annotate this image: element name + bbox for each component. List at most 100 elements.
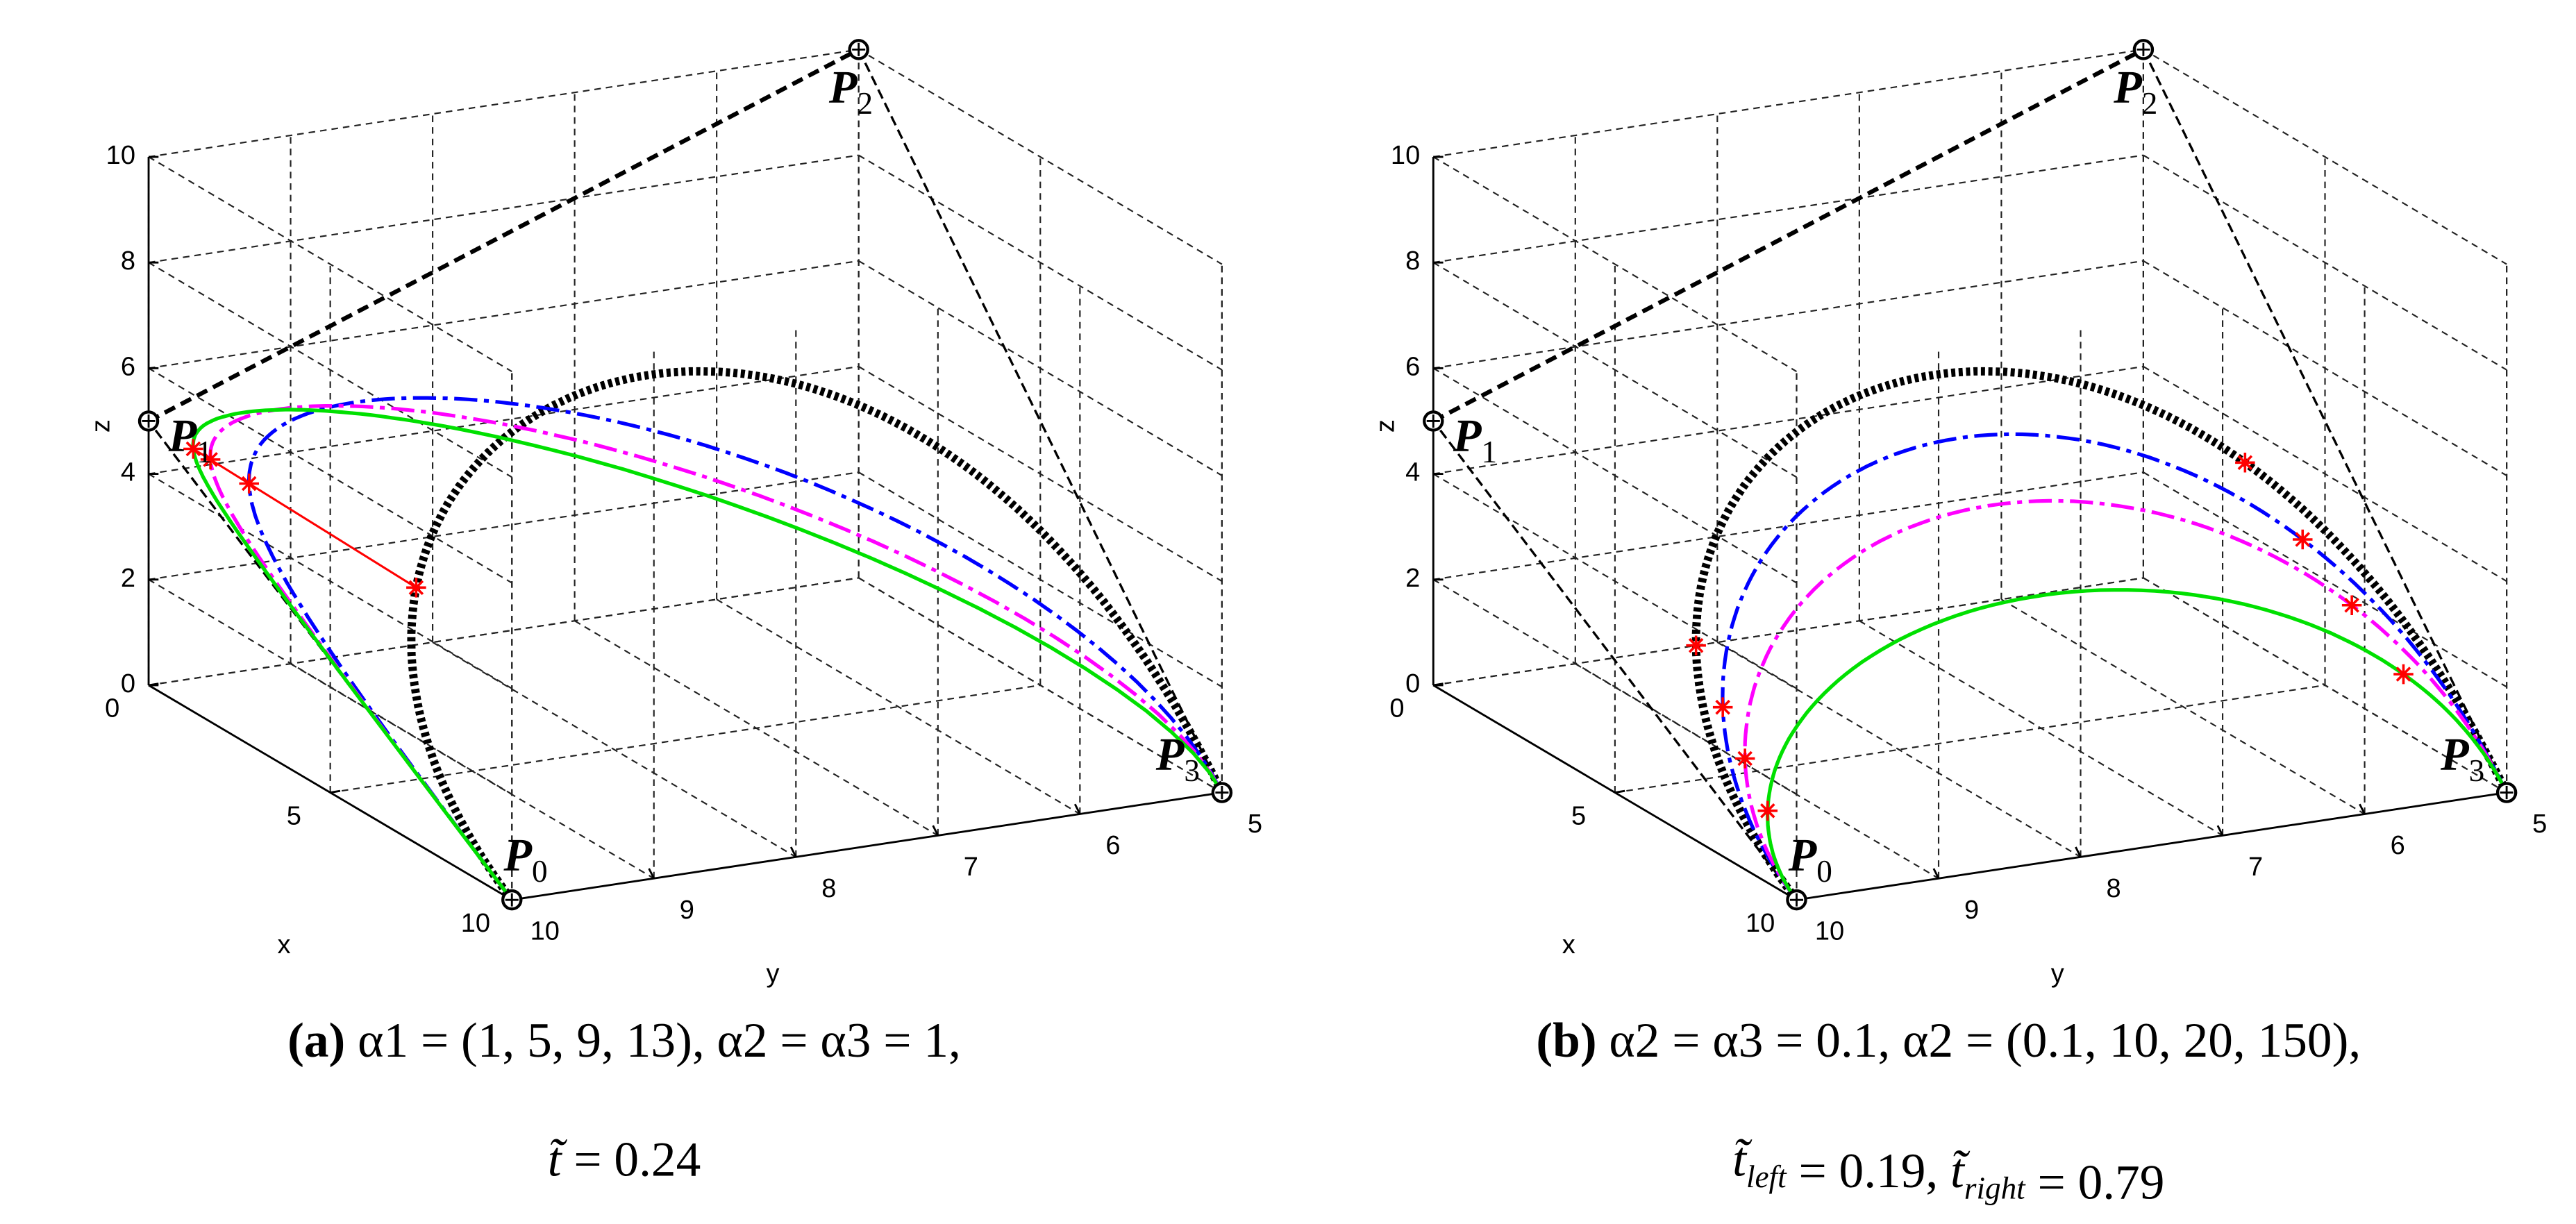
star-mark: [406, 578, 426, 598]
grid-line: [148, 262, 512, 478]
z-tick-label: 4: [121, 458, 135, 487]
grid-line: [148, 156, 512, 373]
grid-line: [716, 598, 1080, 815]
y-tick-label: 10: [530, 917, 560, 946]
point-label-letter: P: [2440, 729, 2470, 780]
x-tick-label: 10: [461, 909, 490, 938]
caption-sub: right: [1964, 1171, 2026, 1206]
y-tick-label: 7: [964, 853, 978, 882]
tick-mark: [2359, 803, 2366, 815]
control-point-cross: [852, 42, 866, 56]
grid-line: [148, 260, 859, 369]
grid-line: [1433, 471, 2144, 580]
control-point-cross: [2136, 42, 2150, 56]
tick-mark: [2075, 846, 2082, 857]
x-tick-label: 0: [105, 694, 119, 723]
star-mark: [2292, 529, 2313, 550]
tick-mark: [1433, 682, 1444, 687]
mark-link: [192, 448, 417, 589]
grid-line: [330, 684, 1041, 794]
grid-line: [148, 49, 859, 158]
z-tick-label: 6: [1405, 352, 1420, 381]
caption-label: (a): [287, 1013, 345, 1068]
x-tick-label: 5: [287, 801, 301, 830]
z-tick-label: 2: [121, 564, 135, 593]
z-tick-label: 8: [1405, 246, 1420, 276]
y-tick-label: 8: [821, 874, 836, 903]
caption-sub: left: [1746, 1159, 1787, 1194]
y-tick-label: 9: [680, 896, 694, 925]
star-mark: [239, 473, 259, 494]
point-label-sub: 2: [2142, 86, 2158, 121]
tick-mark: [330, 789, 341, 794]
point-label-sub: 3: [2469, 753, 2485, 788]
point-label: P3: [1155, 729, 1200, 788]
point-label: P1: [1453, 410, 1497, 469]
x-axis-label: x: [1562, 930, 1575, 959]
control-point-cross: [1215, 786, 1229, 800]
grid-line: [858, 49, 1223, 265]
curve: [1721, 432, 2509, 901]
control-point-cross: [142, 414, 156, 428]
star-mark: [2341, 595, 2362, 615]
control-polygon: [1432, 47, 2145, 424]
tick-mark: [2216, 825, 2224, 837]
y-axis-label: y: [766, 959, 779, 988]
y-tick-label: 9: [1964, 896, 1979, 925]
z-tick-label: 2: [1405, 564, 1420, 593]
curve: [407, 367, 1226, 903]
curve: [247, 396, 1224, 901]
z-tick-label: 0: [1405, 669, 1420, 698]
curve: [1743, 498, 2509, 901]
caption-line: (b) α2 = α3 = 0.1, α2 = (0.1, 10, 20, 15…: [1536, 1013, 2361, 1068]
x-axis-label: x: [278, 930, 291, 959]
point-label: P0: [503, 830, 547, 889]
y-axis: [512, 791, 1223, 901]
x-tick-label: 5: [1571, 801, 1586, 830]
z-tick-label: 0: [121, 669, 135, 698]
grid-line: [432, 642, 796, 858]
grid-line: [1433, 49, 2144, 158]
point-label: P3: [2440, 729, 2484, 788]
y-tick-label: 6: [1105, 831, 1120, 860]
caption-line: t̃left = 0.19, t̃right = 0.79: [1732, 1132, 2164, 1209]
control-polygon: [147, 47, 860, 424]
z-axis-label: z: [1371, 419, 1400, 433]
grid-line: [1433, 154, 2144, 264]
point-label-letter: P: [503, 830, 533, 880]
star-mark: [1734, 748, 1755, 769]
star-mark: [1712, 697, 1733, 717]
control-polygon: [2142, 49, 2508, 794]
tick-mark: [148, 682, 159, 687]
x-tick-label: 10: [1746, 909, 1775, 938]
point-label-sub: 0: [532, 854, 548, 889]
curve: [208, 403, 1224, 901]
point-label-sub: 1: [196, 435, 212, 469]
point-label-sub: 0: [1816, 854, 1832, 889]
point-label: P2: [2113, 62, 2157, 121]
z-axis-label: z: [86, 419, 115, 433]
grid-line: [148, 154, 859, 264]
point-label: P2: [828, 62, 873, 121]
grid-line: [1432, 156, 1798, 373]
caption-text: α2 = α3 = 0.1, α2 = (0.1, 10, 20, 150),: [1597, 1013, 2361, 1068]
star-mark: [1757, 800, 1778, 821]
control-polygon: [1432, 420, 1798, 901]
control-polygon: [858, 49, 1223, 794]
point-label-letter: P: [1788, 830, 1818, 880]
y-axis: [1796, 791, 2507, 901]
grid-line: [148, 471, 859, 580]
curve: [1691, 367, 2511, 903]
point-label-letter: P: [168, 410, 198, 461]
y-tick-label: 8: [2107, 874, 2121, 903]
z-tick-label: 8: [121, 246, 135, 276]
star-mark: [1686, 635, 1706, 655]
tick-mark: [932, 825, 939, 837]
tick-mark: [1073, 803, 1081, 815]
point-label-letter: P: [1453, 410, 1482, 461]
grid-line: [1432, 262, 1798, 478]
x-tick-label: 0: [1389, 694, 1404, 723]
grid-line: [2000, 598, 2366, 815]
